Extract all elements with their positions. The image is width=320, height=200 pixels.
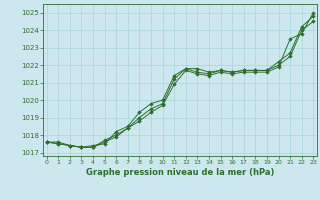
X-axis label: Graphe pression niveau de la mer (hPa): Graphe pression niveau de la mer (hPa) (86, 168, 274, 177)
